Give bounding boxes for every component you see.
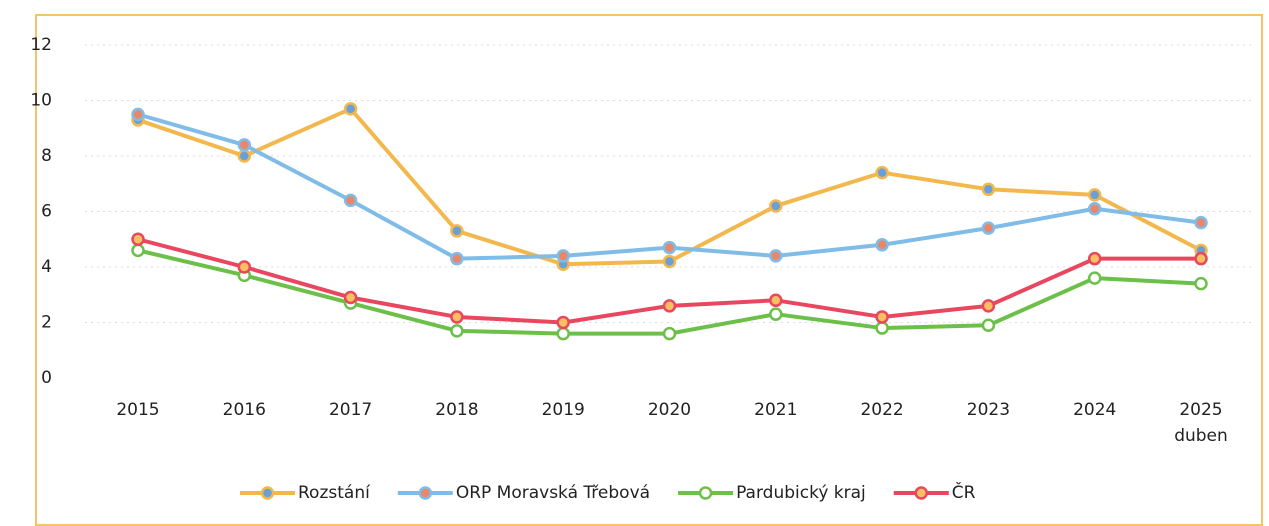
data-point [662, 326, 677, 341]
x-tick-label-line: 2025 [1179, 400, 1222, 420]
data-point [1194, 251, 1208, 266]
legend-marker [914, 486, 929, 500]
data-point [981, 221, 996, 235]
data-point [343, 193, 358, 208]
x-tick-label: 2017 [329, 400, 372, 420]
data-point [875, 310, 889, 324]
y-tick-label: 4 [41, 257, 52, 277]
x-tick-label-line: duben [1174, 426, 1228, 446]
data-point [662, 254, 677, 269]
x-tick-label: 2016 [223, 400, 266, 420]
legend-marker [698, 486, 713, 500]
data-point [875, 238, 889, 252]
x-tick-label: 2023 [967, 400, 1010, 420]
data-point [769, 293, 783, 308]
data-point [662, 299, 677, 313]
x-tick-label: 2020 [648, 400, 691, 420]
data-point [131, 243, 145, 258]
data-point [556, 326, 570, 341]
data-point [450, 324, 464, 338]
data-point [237, 260, 252, 274]
data-point [1087, 251, 1102, 266]
series-line [137, 112, 1202, 261]
y-tick-label: 10 [30, 91, 52, 111]
data-point [131, 232, 145, 246]
x-tick-label: 2021 [754, 400, 797, 420]
y-tick-label: 12 [30, 35, 52, 55]
x-tick-label: 2018 [435, 400, 478, 420]
data-point [1194, 215, 1208, 230]
legend-marker [260, 486, 275, 500]
chart-frame [35, 14, 1263, 526]
data-point [769, 199, 783, 213]
data-point [237, 149, 252, 163]
x-tick-label: 2024 [1073, 400, 1116, 420]
data-point [343, 290, 358, 305]
data-point [556, 315, 570, 330]
y-tick-label: 0 [41, 368, 52, 388]
data-point [769, 249, 783, 263]
data-point [981, 182, 996, 197]
x-tick-label: 2022 [860, 400, 903, 420]
x-tick-label: 2025 duben [1174, 400, 1228, 446]
data-point [1194, 276, 1208, 291]
y-tick-label: 6 [41, 202, 52, 222]
legend-label: Rozstání [298, 483, 371, 503]
x-tick-label: 2019 [542, 400, 585, 420]
data-point [450, 310, 464, 324]
data-point [981, 299, 996, 313]
legend-label: ČR [952, 481, 976, 503]
legend-marker [418, 486, 433, 500]
data-point [450, 224, 464, 238]
x-tick-label: 2015 [116, 400, 159, 420]
y-tick-label: 8 [41, 146, 52, 166]
data-point [237, 138, 252, 152]
data-point [1087, 271, 1102, 285]
data-point [1087, 188, 1102, 202]
data-point [662, 240, 677, 255]
data-point [1087, 201, 1102, 216]
y-tick-label: 2 [41, 313, 52, 333]
data-point [875, 321, 889, 335]
data-point [981, 318, 996, 333]
data-point [343, 102, 358, 116]
data-point [131, 107, 145, 122]
legend-label: Pardubický kraj [736, 483, 866, 503]
data-point [875, 165, 889, 180]
data-point [556, 249, 570, 263]
data-point [450, 251, 464, 266]
legend-label: ORP Moravská Třebová [456, 483, 650, 503]
data-point [769, 307, 783, 321]
